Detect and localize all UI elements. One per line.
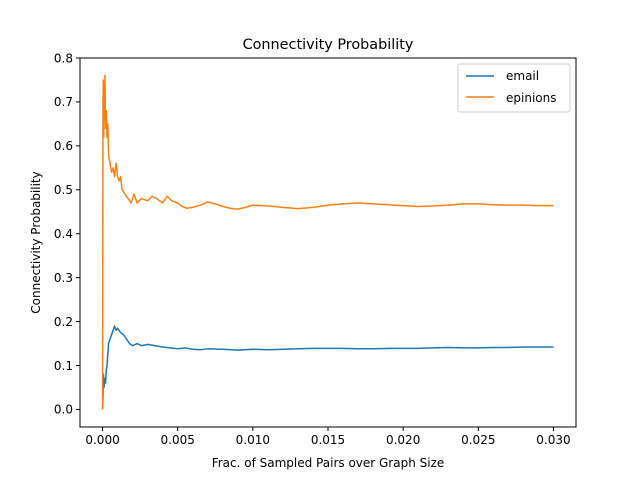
x-tick-label: 0.020 — [386, 433, 420, 447]
y-tick-label: 0.3 — [54, 271, 73, 285]
chart-title: Connectivity Probability — [243, 37, 414, 53]
x-tick-label: 0.030 — [536, 433, 570, 447]
x-tick-label: 0.015 — [311, 433, 345, 447]
x-tick-label: 0.025 — [461, 433, 495, 447]
x-axis-label: Frac. of Sampled Pairs over Graph Size — [212, 456, 445, 470]
y-axis: 0.0 0.1 0.2 0.3 0.4 0.5 0.6 0.7 0.8 — [54, 51, 80, 417]
y-tick-label: 0.6 — [54, 139, 73, 153]
series-layer — [101, 74, 554, 410]
series-line-email — [101, 325, 554, 410]
y-axis-label: Connectivity Probability — [29, 171, 43, 313]
y-tick-label: 0.0 — [54, 403, 73, 417]
series-line-epinions — [101, 74, 554, 410]
y-tick-label: 0.8 — [54, 51, 73, 65]
y-tick-label: 0.5 — [54, 183, 73, 197]
x-tick-label: 0.000 — [85, 433, 119, 447]
y-tick-label: 0.7 — [54, 95, 73, 109]
x-tick-label: 0.010 — [236, 433, 270, 447]
x-axis: 0.000 0.005 0.010 0.015 0.020 0.025 0.030 — [85, 427, 571, 447]
legend-label-epinions: epinions — [506, 91, 556, 105]
legend-label-email: email — [506, 69, 539, 83]
legend: email epinions — [457, 63, 571, 113]
y-tick-label: 0.4 — [54, 227, 73, 241]
y-tick-label: 0.2 — [54, 315, 73, 329]
y-tick-label: 0.1 — [54, 359, 73, 373]
x-tick-label: 0.005 — [161, 433, 195, 447]
